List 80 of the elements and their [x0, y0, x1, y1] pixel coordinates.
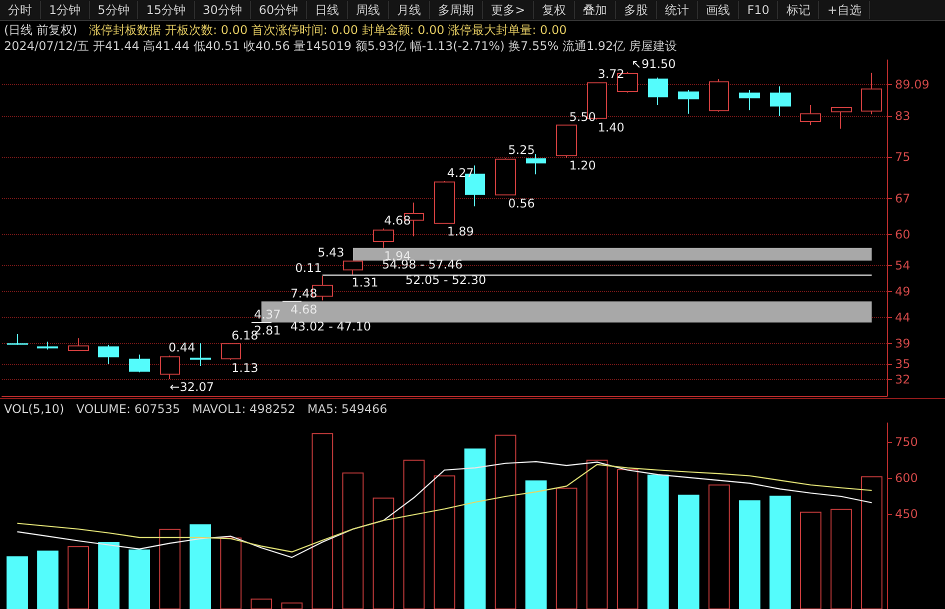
text: 多股: [616, 1, 658, 19]
candlestick: [526, 154, 546, 175]
annotation: 1.20: [569, 158, 596, 173]
text: 1分钟: [41, 1, 90, 19]
candlestick: [556, 124, 577, 158]
candlestick: [648, 77, 668, 106]
candlestick: [739, 89, 760, 111]
text: +自选: [819, 1, 870, 19]
text: 30分钟: [194, 1, 251, 19]
annotation: 3.72: [598, 67, 624, 82]
y-tick-label: 83: [895, 108, 910, 123]
annotation: 1.40: [598, 120, 624, 134]
annotation: 0.11: [295, 260, 322, 275]
annotation: 5.50: [569, 110, 596, 124]
text: 叠加: [575, 1, 616, 19]
y-tick-label: 44: [895, 310, 910, 324]
annotation: 5.43: [318, 246, 344, 260]
candlestick: [7, 333, 28, 346]
candlestick: [495, 158, 516, 196]
annotation: 1.89: [447, 224, 474, 238]
annotation: ←32.07: [170, 380, 214, 394]
text: 画线: [698, 1, 740, 19]
y-tick-label: 32: [895, 372, 910, 386]
text: VOLUME: 607535: [76, 401, 180, 417]
annotation: 0.56: [508, 196, 535, 210]
y-tick-label: 600: [895, 471, 918, 486]
text: 月线: [389, 1, 430, 19]
band-label: 43.02 - 47.10: [290, 319, 372, 334]
text: 分时: [0, 1, 41, 19]
candlestick: [709, 78, 729, 112]
y-tick-label: 89.09: [895, 77, 930, 92]
text: 统计: [657, 1, 698, 19]
text: 更多>: [483, 1, 534, 19]
text: 标记: [778, 1, 820, 19]
annotation: 4.68: [384, 214, 411, 228]
candlestick: [373, 228, 394, 248]
annotation: 1.31: [352, 276, 378, 290]
text: 2024/07/12/五 开41.44 高41.44 低40.51 收40.56 量145019 额5.93亿 幅-1.13(-2.71%) 换7.55% 流通1.92亿 房屋建设: [4, 38, 677, 54]
y-tick-label: 450: [895, 507, 918, 522]
y-tick-label: 54: [895, 258, 910, 273]
chart-subtitle: 涨停封板数据 开板次数: 0.00 首次涨停时间: 0.00 封单金额: 0.00 涨停最大封单量: 0.00: [89, 22, 567, 38]
annotation: ↖91.50: [631, 56, 676, 71]
chart-title: (日线 前复权): [4, 22, 78, 38]
text: 15分钟: [138, 1, 195, 19]
annotation: 1.13: [232, 360, 258, 375]
candlestick: [37, 341, 58, 350]
candlestick: [98, 344, 119, 364]
text: F10: [739, 1, 778, 19]
candlestick: [861, 72, 882, 115]
annotation: 0.44: [168, 340, 196, 355]
text: 5分钟: [90, 1, 138, 19]
text: 多周期: [430, 1, 484, 19]
text: 60分钟: [250, 1, 308, 19]
candlestick: [129, 354, 150, 373]
text: 复权: [534, 1, 576, 19]
y-tick-label: 75: [895, 150, 910, 164]
y-tick-label: 67: [895, 192, 910, 206]
annotation: 5.25: [508, 143, 535, 158]
candlestick: [800, 104, 821, 126]
candlestick: [221, 343, 241, 360]
candlestick: [770, 86, 791, 116]
text: 周线: [348, 1, 390, 19]
y-tick-label: 60: [895, 228, 910, 242]
text: 日线: [307, 1, 348, 19]
chart-title: VOL(5,10): [4, 401, 64, 417]
y-tick-label: 39: [895, 336, 910, 350]
annotation: 4.68: [290, 302, 318, 316]
candlestick: [68, 338, 89, 352]
candlestick: [831, 106, 852, 130]
y-tick-label: 35: [895, 356, 910, 371]
candlestick: [678, 89, 699, 114]
candlestick: [160, 355, 180, 380]
annotation: 4.27: [447, 166, 474, 180]
text: MA5: 549466: [307, 401, 388, 417]
candlestick: [343, 260, 363, 276]
candlestick: [434, 180, 455, 224]
text: MAVOL1: 498252: [192, 401, 296, 417]
y-tick-label: 49: [895, 284, 910, 299]
y-tick-label: 750: [895, 435, 918, 450]
band-label: 52.05 - 52.30: [405, 272, 486, 287]
